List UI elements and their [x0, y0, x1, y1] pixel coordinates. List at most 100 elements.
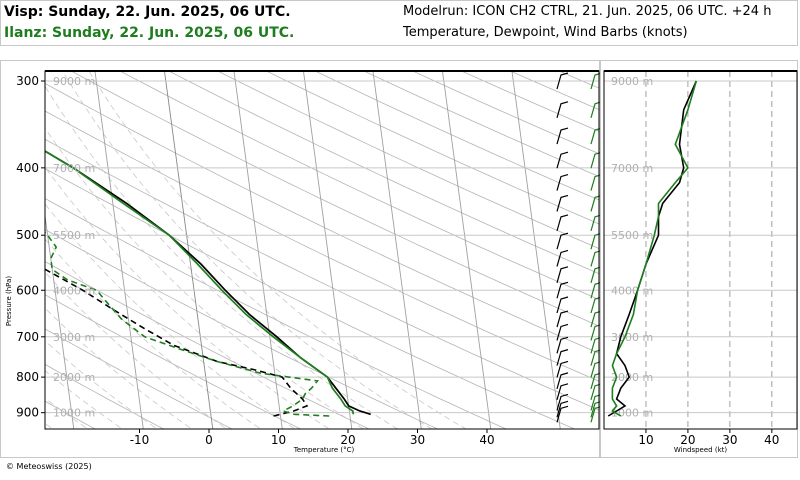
dry-adiabat [1, 61, 54, 444]
pressure-axis-title: Pressure (hPa) [5, 276, 13, 326]
wind-barb-icon [590, 151, 603, 169]
height-label: 4000 m [611, 284, 653, 297]
wind-barb-icon [556, 372, 569, 390]
wind-barb-icon [590, 174, 603, 191]
dry-adiabat [45, 229, 439, 429]
wind-barb-icon [556, 393, 569, 411]
windspeed-chart: 9000 m 7000 m 5500 m 4000 m 3000 m 2000 m 1000… [603, 70, 798, 454]
windspeed-tick-label: 30 [722, 433, 737, 447]
wind-barb-icon [590, 383, 603, 401]
height-label: 2000 m [611, 371, 653, 384]
moist-adiabat [45, 271, 228, 429]
visp-temperature-line [45, 150, 371, 416]
isotherm [1, 71, 4, 429]
isotherm [441, 71, 492, 429]
dry-adiabat [45, 168, 576, 429]
visp-dewpoint-line [45, 268, 309, 417]
wind-barb-icon [556, 281, 569, 299]
skewt-frame [44, 70, 600, 430]
temperature-tick-label: -10 [130, 433, 150, 447]
moist-adiabat [45, 370, 124, 429]
isotherm [302, 71, 353, 429]
wind-barb-icon [556, 266, 569, 283]
wind-barb-icon [556, 249, 569, 267]
temperature-tick-label: 10 [271, 433, 286, 447]
wind-barb-icon [590, 336, 603, 354]
pressure-tick-label: 700 [16, 330, 39, 344]
dry-adiabat [460, 71, 599, 132]
dry-adiabat [45, 261, 370, 429]
dry-adiabat [45, 294, 302, 429]
height-label: 1000 m [53, 407, 95, 420]
isotherm [511, 71, 561, 429]
dry-adiabat [265, 71, 599, 225]
height-label: 9000 m [53, 75, 95, 88]
wind-barb-icon [590, 372, 603, 390]
wind-barb-icon [556, 400, 569, 418]
moist-adiabat [45, 307, 193, 429]
wind-barb-icon [590, 194, 603, 212]
windspeed-tick-label: 20 [680, 433, 695, 447]
height-label: 5500 m [53, 229, 95, 242]
wind-barb-icon [590, 249, 603, 267]
wind-barb-icon [556, 336, 569, 354]
wind-barb-icon [556, 383, 569, 401]
wind-barb-icon [590, 266, 603, 283]
moist-adiabat [45, 423, 54, 429]
moist-adiabat [45, 397, 89, 429]
moist-adiabat [45, 85, 399, 429]
wind-barb-icon [590, 72, 603, 90]
wind-barb-icon [590, 360, 603, 378]
temperature-tick-label: 40 [479, 433, 494, 447]
wind-barb-icon [590, 101, 603, 118]
copyright-notice: © Meteoswiss (2025) [6, 462, 92, 471]
header-bar: Visp: Sunday, 22. Jun. 2025, 06 UTC. Ila… [0, 0, 798, 46]
height-label: 4000 m [53, 284, 95, 297]
pressure-tick-label: 800 [16, 370, 39, 384]
wind-barb-icon [556, 360, 569, 378]
visp-windspeed-line [607, 80, 698, 417]
wind-barb-icon [556, 214, 569, 232]
windspeed-axis-title: Windspeed (kt) [674, 446, 727, 454]
wind-barb-icon [590, 349, 603, 366]
wind-barb-icon [556, 349, 569, 366]
moist-adiabat [45, 127, 365, 429]
wind-barb-icon [556, 405, 569, 423]
wind-barb-icon [590, 296, 603, 314]
moist-adiabat [45, 238, 262, 429]
wind-barb-icon [590, 127, 603, 145]
wind-barb-icon [590, 214, 603, 232]
pressure-tick-label: 500 [16, 228, 39, 242]
wind-barb-icon [590, 281, 603, 299]
windspeed-tick-label: 10 [638, 433, 653, 447]
height-label: 3000 m [611, 331, 653, 344]
wind-barb-icon [590, 393, 603, 411]
pressure-tick-label: 600 [16, 283, 39, 297]
wind-barb-icon [590, 323, 603, 341]
wind-barb-icon [556, 72, 569, 90]
pressure-tick-label: 400 [16, 161, 39, 175]
modelrun-label: Modelrun: ICON CH2 CTRL, 21. Jun. 2025, … [403, 4, 772, 19]
wind-barb-icon [590, 232, 603, 250]
wind-barb-icon [556, 174, 569, 191]
dry-adiabat [509, 71, 599, 110]
wind-barb-icon [590, 310, 603, 328]
station1-title: Visp: Sunday, 22. Jun. 2025, 06 UTC. [4, 4, 291, 20]
skewt-plot-area [1, 61, 599, 444]
moist-adiabat [45, 203, 296, 429]
moist-adiabat [45, 340, 158, 429]
wind-barb-icon [556, 151, 569, 169]
height-label: 5500 m [611, 229, 653, 242]
dry-adiabat [45, 328, 233, 429]
isotherm [94, 71, 144, 429]
wind-barb-icon [590, 405, 603, 423]
wind-barb-icon [556, 323, 569, 341]
windspeed-panel: 9000 m 7000 m 5500 m 4000 m 3000 m 2000 m 1000… [600, 60, 798, 458]
dry-adiabat [119, 71, 599, 300]
wind-barb-icon [556, 127, 569, 145]
dry-adiabat [45, 400, 96, 429]
height-label: 1000 m [611, 407, 653, 420]
